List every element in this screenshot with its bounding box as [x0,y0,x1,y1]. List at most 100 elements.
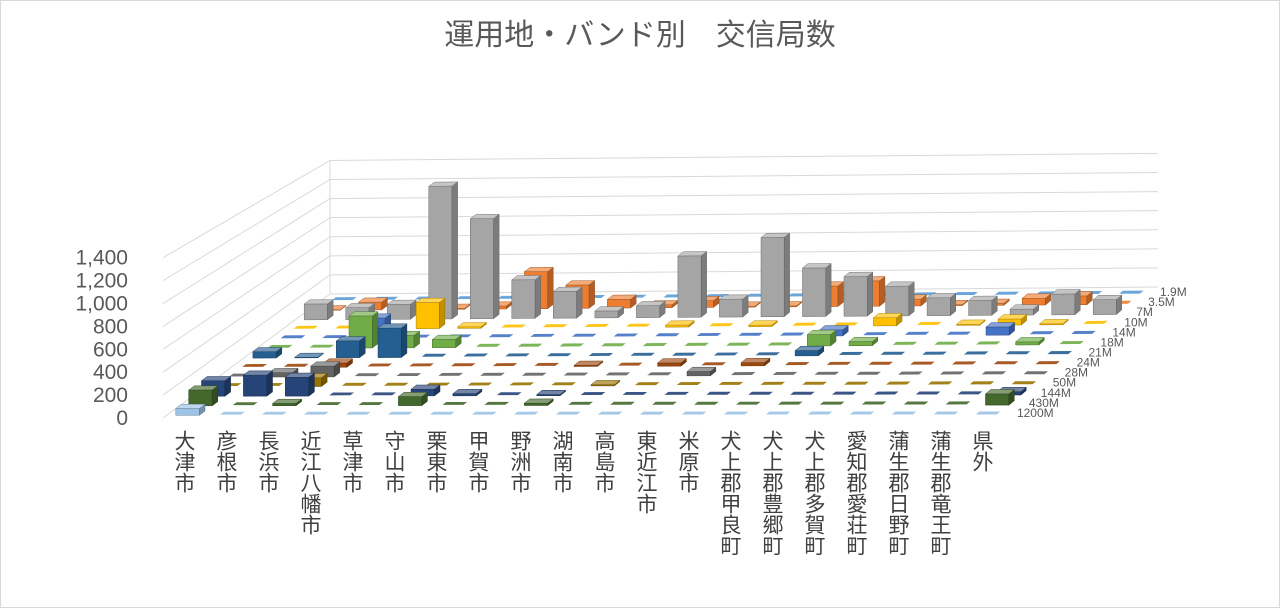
bar [843,271,874,317]
category-label: 蒲生郡竜王町 [928,430,952,556]
zero-bar-marker [833,322,859,326]
bar [456,321,488,329]
bar [415,297,446,330]
bar-front-face [285,376,310,397]
bar-top-face [348,311,379,317]
bar-top-face [268,368,299,373]
bar [386,299,417,320]
zero-bar-marker [939,371,965,375]
bar-top-face [926,293,957,299]
bar [187,385,219,407]
zero-bar-marker [371,392,396,396]
side-gridline [162,255,331,373]
category-label: 守山市 [382,430,406,493]
bar [535,389,567,397]
bar-top-face [955,319,986,325]
zero-bar-marker [568,401,593,405]
zero-bar-marker [969,381,995,385]
bar-top-face [635,301,666,307]
bar-front-face [760,237,785,318]
zero-bar-marker [891,411,917,415]
bar-front-face [553,291,577,319]
bar [806,329,837,347]
zero-bar-marker [723,411,749,415]
bar-top-face [1092,294,1123,301]
bar-top-face [1038,319,1069,325]
bar-top-face [664,320,695,326]
zero-bar-marker [626,323,651,327]
bars-layer [175,181,1123,416]
zero-bar-marker [903,401,929,405]
bar-top-face [677,251,708,257]
zero-bar-marker [856,371,881,375]
bar-front-face [686,371,711,377]
bar-top-face [200,376,232,381]
bar [590,379,621,387]
zero-bar-marker [471,411,497,415]
bar-side-face [547,266,554,310]
category-label: 犬上郡甲良町 [718,430,742,556]
zero-bar-marker [684,342,709,346]
bar [955,319,986,326]
zero-bar-marker [780,332,805,336]
zero-bar-marker [613,333,639,337]
bar [677,250,708,318]
zero-bar-marker [873,391,899,395]
zero-bar-marker [467,382,493,386]
zero-bar-marker [652,401,677,405]
y-tick-label: 600 [93,338,128,361]
bar-side-face [783,232,790,318]
zero-bar-marker [863,332,888,336]
bar-top-face [594,306,625,312]
zero-bar-marker [964,351,989,355]
bar-front-face [470,218,494,320]
bar-top-face [1009,304,1040,310]
category-label: 長浜市 [256,430,280,493]
zero-bar-marker [332,297,357,301]
depth-axis-label: 50M [1053,376,1076,390]
zero-bar-marker [634,382,660,386]
zero-bar-marker [421,353,447,357]
zero-bar-marker [832,391,857,395]
bar-top-face [386,299,417,305]
bar-front-face [719,298,743,318]
bar-front-face [1092,299,1117,315]
depth-axis-label: 24M [1077,356,1100,370]
bar-side-face [534,274,541,319]
zero-bar-marker [572,333,597,337]
zero-bar-marker [1011,381,1037,385]
zero-bar-marker [945,401,971,405]
zero-bar-marker [676,382,702,385]
category-label: 栗東市 [424,430,448,493]
bar-front-face [415,302,440,329]
bar-front-face [926,297,951,316]
category-label: 県外 [970,430,994,472]
zero-bar-marker [981,371,1007,375]
bar-front-face [511,279,536,319]
bar-side-face [867,271,873,317]
bar-top-face [565,280,596,286]
bar-front-face [985,393,1010,406]
bar [926,292,957,317]
category-label: 近江八幡市 [298,430,322,535]
zero-bar-marker [262,411,287,415]
bar-top-face [252,347,283,353]
zero-bar-marker [838,351,864,355]
category-label: 草津市 [340,430,364,493]
bar-top-face [523,267,554,272]
zero-bar-marker [826,361,852,365]
bar [1021,293,1052,306]
bar-top-face [806,329,837,335]
bar-side-face [825,262,832,317]
zero-bar-marker [542,324,568,328]
bar [335,336,366,359]
depth-axis-label: 10M [1124,315,1147,329]
bar-front-face [1009,308,1034,316]
bar-front-face [657,362,682,367]
zero-bar-marker [293,325,319,329]
bar-front-face [336,340,360,358]
bar-top-face [656,358,688,364]
zero-bar-marker [501,324,526,328]
zero-bar-marker [915,391,941,395]
bar-front-face [677,255,702,318]
